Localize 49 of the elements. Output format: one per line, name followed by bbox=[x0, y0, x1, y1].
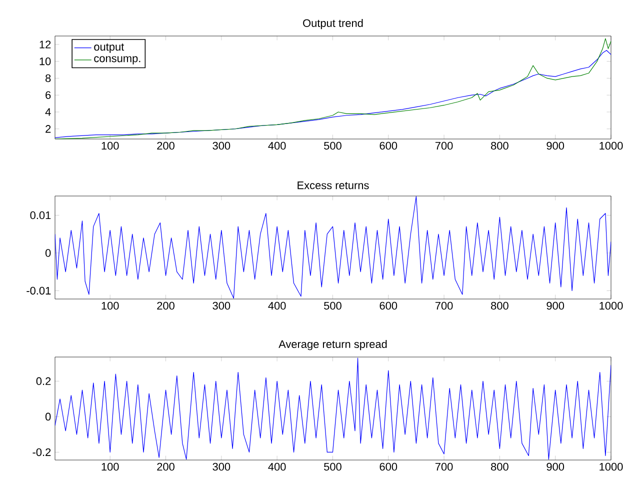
x-tick-label: 200 bbox=[157, 462, 174, 471]
line-series bbox=[55, 358, 612, 460]
x-tick-label: 400 bbox=[268, 302, 286, 310]
x-tick-label: 600 bbox=[380, 302, 398, 310]
x-tick-label: 700 bbox=[435, 462, 453, 471]
x-tick-label: 300 bbox=[212, 142, 230, 150]
x-tick-label: 800 bbox=[491, 142, 508, 150]
x-tick-label: 100 bbox=[102, 142, 119, 150]
x-tick-label: 300 bbox=[212, 302, 230, 310]
y-tick-label: 0 bbox=[45, 412, 51, 421]
y-tick-label: 8 bbox=[46, 74, 51, 82]
x-tick-label: 800 bbox=[491, 302, 508, 310]
y-tick-label: -0.2 bbox=[32, 448, 51, 456]
x-tick-label: 200 bbox=[157, 302, 174, 310]
y-tick-label: 0 bbox=[45, 249, 51, 257]
x-tick-label: 700 bbox=[435, 302, 453, 310]
x-tick-label: 600 bbox=[380, 142, 398, 150]
x-tick-label: 700 bbox=[435, 142, 453, 150]
x-tick-label: 500 bbox=[324, 302, 342, 310]
x-tick-label: 800 bbox=[491, 462, 508, 471]
chart-title: Output trend bbox=[303, 18, 363, 30]
x-tick-label: 900 bbox=[546, 462, 564, 471]
x-tick-label: 900 bbox=[546, 302, 564, 310]
y-tick-label: 10 bbox=[40, 57, 51, 66]
y-tick-label: -0.01 bbox=[26, 286, 51, 295]
chart-title: Average return spread bbox=[278, 340, 387, 350]
y-tick-label: 2 bbox=[46, 125, 51, 133]
y-tick-label: 12 bbox=[40, 40, 51, 48]
x-tick-label: 100 bbox=[102, 462, 119, 471]
x-tick-label: 300 bbox=[212, 462, 230, 471]
x-tick-label: 200 bbox=[157, 142, 174, 150]
y-tick-label: 6 bbox=[46, 91, 51, 99]
y-tick-label: 4 bbox=[45, 108, 51, 116]
legend-label: consump. bbox=[94, 56, 140, 64]
x-tick-label: 900 bbox=[546, 142, 564, 150]
x-tick-label: 600 bbox=[380, 462, 398, 471]
legend-label: output bbox=[94, 43, 124, 53]
x-tick-label: 1000 bbox=[600, 462, 623, 471]
line-series bbox=[55, 196, 612, 299]
y-tick-label: 0.01 bbox=[30, 211, 51, 220]
x-tick-label: 100 bbox=[102, 302, 119, 310]
x-tick-label: 400 bbox=[268, 142, 286, 150]
x-tick-label: 500 bbox=[324, 142, 342, 150]
chart-title: Excess returns bbox=[298, 182, 369, 190]
x-tick-label: 1000 bbox=[600, 302, 623, 310]
x-tick-label: 1000 bbox=[600, 142, 623, 150]
x-tick-label: 500 bbox=[324, 462, 342, 471]
y-tick-label: 0.2 bbox=[36, 377, 51, 386]
x-tick-label: 400 bbox=[268, 462, 286, 471]
